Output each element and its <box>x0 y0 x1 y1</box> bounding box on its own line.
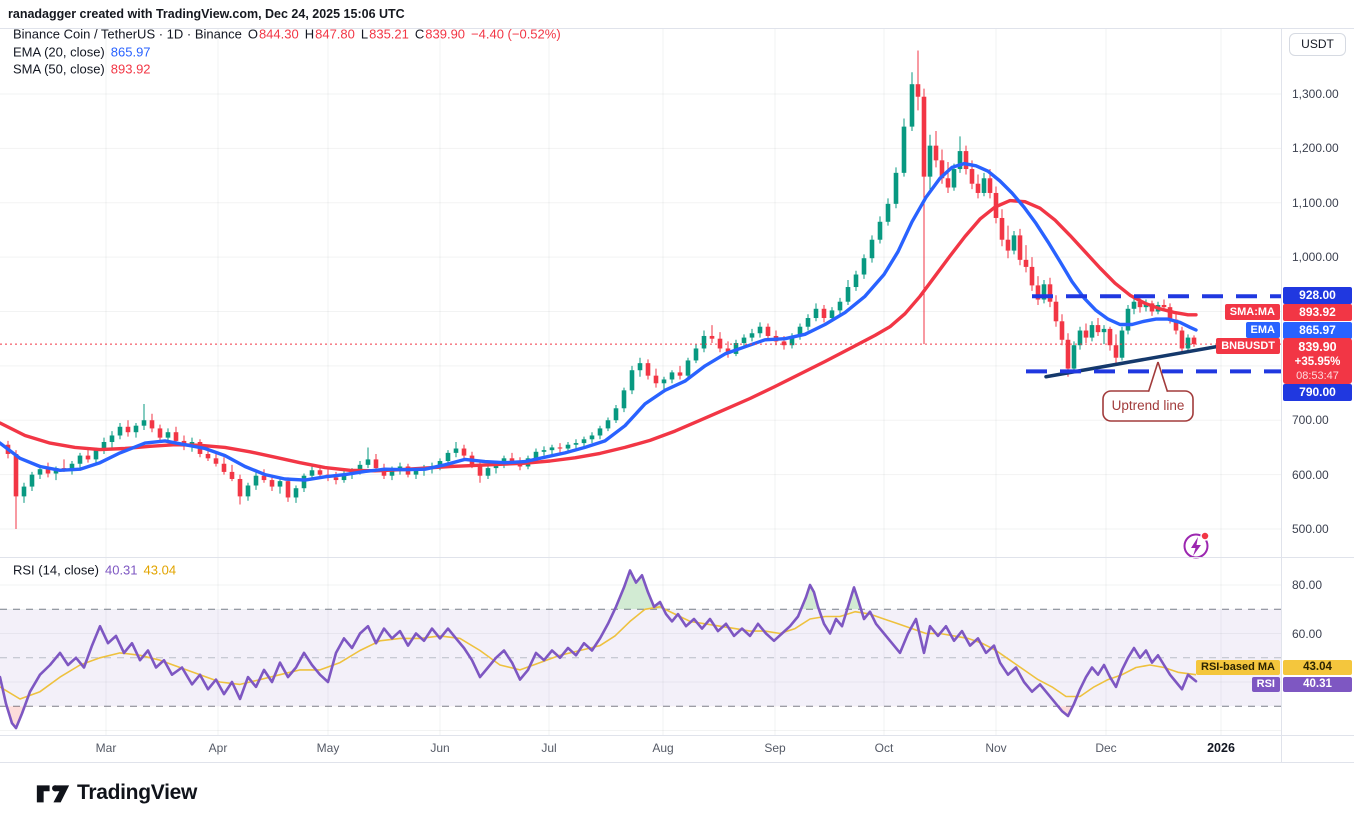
resistance-level-badge: 928.00 <box>1283 287 1352 304</box>
candles <box>5 50 1197 529</box>
rsi-axis-label: 80.00 <box>1292 578 1323 592</box>
rsi-ma-line[interactable] <box>0 605 1197 700</box>
price-scale-border <box>1281 28 1282 762</box>
ohlc-high: H 847.80 <box>304 26 355 42</box>
tradingview-logo-icon <box>36 785 70 803</box>
price-axis-label: 600.00 <box>1292 467 1329 482</box>
chart-top-border <box>0 28 1354 29</box>
rsi-legend-row[interactable]: RSI (14, close) 40.31 43.04 <box>13 563 176 578</box>
pattern-detection-icon[interactable] <box>1183 531 1210 559</box>
ema-value-badge: 865.97 <box>1283 322 1352 339</box>
rsi-value-badge: 40.31 <box>1283 677 1352 692</box>
symbol-tag-badge: BNBUSDT <box>1216 338 1280 354</box>
rsi-ma-tag-badge: RSI-based MA <box>1196 660 1280 675</box>
sma-value: 893.92 <box>110 61 151 77</box>
symbol-legend-row[interactable]: Binance Coin / TetherUS · 1D · Binance O… <box>13 27 561 42</box>
time-axis-label: Sep <box>764 741 786 755</box>
rsi-value: 40.31 <box>104 562 138 578</box>
ema-tag-badge: EMA <box>1245 322 1280 338</box>
ema-label: EMA (20, close) <box>13 44 105 60</box>
sma-label: SMA (50, close) <box>13 61 105 77</box>
rsi-ma-value-badge: 43.04 <box>1283 660 1352 675</box>
tradingview-logo[interactable]: TradingView <box>36 778 197 808</box>
price-axis-label: 500.00 <box>1292 522 1329 536</box>
watermark-credit: ranadagger created with TradingView.com,… <box>8 7 405 21</box>
sma-line[interactable] <box>0 198 1198 473</box>
ema-value: 865.97 <box>110 44 151 60</box>
last-price-badge: 839.90 +35.95% 08:53:47 <box>1283 338 1352 384</box>
rsi-line[interactable] <box>0 569 1198 730</box>
price-axis-label: 700.00 <box>1292 413 1329 428</box>
time-axis-label: Jun <box>430 741 450 755</box>
ema-line[interactable] <box>0 161 1198 482</box>
rsi-ma-value: 43.04 <box>143 562 177 578</box>
sma-value-badge: 893.92 <box>1283 304 1352 321</box>
symbol-title: Binance Coin / TetherUS · 1D · Binance <box>13 26 242 42</box>
time-axis-label: Apr <box>208 741 228 755</box>
sma-legend-row[interactable]: SMA (50, close) 893.92 <box>13 62 151 77</box>
price-axis-label: 1,000.00 <box>1292 250 1339 265</box>
time-axis-label: Oct <box>874 741 894 755</box>
ohlc-close: C 839.90 <box>414 26 466 42</box>
rsi-label: RSI (14, close) <box>13 562 99 578</box>
ohlc-low: L 835.21 <box>360 26 409 42</box>
time-axis-label: Nov <box>985 741 1007 755</box>
support-level-badge: 790.00 <box>1283 384 1352 401</box>
uptrend-line-callout[interactable]: Uptrend line <box>1111 398 1185 413</box>
change-percent: +35.95% <box>1294 356 1341 368</box>
tradingview-brand-text: TradingView <box>77 781 198 804</box>
price-axis-label: 1,100.00 <box>1292 195 1339 210</box>
time-axis-label: Dec <box>1095 741 1117 755</box>
time-axis-border <box>0 735 1354 736</box>
last-price-value: 839.90 <box>1298 340 1337 354</box>
rsi-tag-badge: RSI <box>1251 677 1280 692</box>
price-axis-label: 1,200.00 <box>1292 141 1339 156</box>
pane-divider[interactable] <box>0 557 1354 558</box>
time-axis-label: Aug <box>652 741 674 755</box>
ema-legend-row[interactable]: EMA (20, close) 865.97 <box>13 45 151 60</box>
time-axis-label: May <box>316 741 340 755</box>
ohlc-open: O 844.30 <box>247 26 299 42</box>
price-axis-label: 1,300.00 <box>1292 87 1339 101</box>
bar-countdown: 08:53:47 <box>1296 370 1339 382</box>
widget-bottom-border <box>0 762 1354 763</box>
change-value: −4.40 (−0.52%) <box>471 26 561 42</box>
sma-tag-badge: SMA:MA <box>1224 304 1280 320</box>
time-axis-label: Jul <box>541 741 557 755</box>
rsi-axis-label: 60.00 <box>1292 626 1323 641</box>
chart-canvas[interactable] <box>0 0 1354 763</box>
time-axis-label: Mar <box>95 741 117 755</box>
time-axis-label: 2026 <box>1207 741 1235 755</box>
currency-toggle-button[interactable]: USDT <box>1289 33 1346 56</box>
